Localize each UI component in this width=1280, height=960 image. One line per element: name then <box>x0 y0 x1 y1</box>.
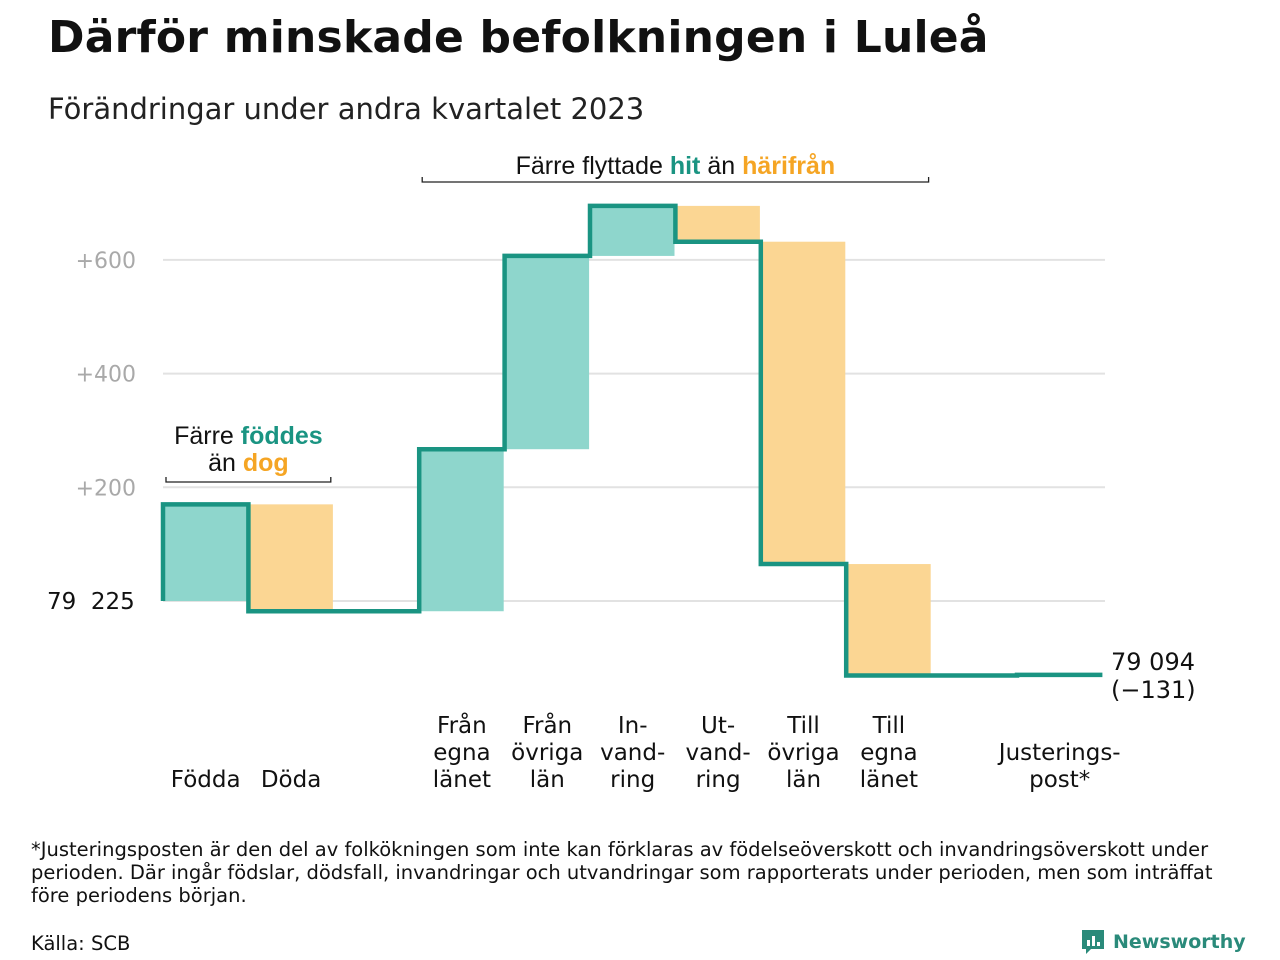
annotation-segment: Färre <box>174 422 241 450</box>
annotation-segment: än <box>208 449 243 477</box>
annotation-text: Färre föddes <box>174 422 323 450</box>
annotation-segment: hit <box>670 152 701 180</box>
category-label: vand- <box>600 740 665 766</box>
y-tick-label: +400 <box>76 363 136 388</box>
annotation-segment: dog <box>243 449 289 477</box>
decrease-bar <box>761 241 846 565</box>
annotation-text: Färre flyttade hit än härifrån <box>516 152 836 180</box>
category-labels: Födda DödaFrånegnalänetFrånövrigalänIn-va… <box>171 648 1196 793</box>
chart-subtitle: Förändringar under andra kvartalet 2023 <box>48 92 645 126</box>
y-axis-ticks: +200 +400 +600 79 225 <box>47 249 136 615</box>
annotation-segment: än <box>700 152 742 180</box>
y-tick-label: +200 <box>76 476 136 501</box>
chart-title: Därför minskade befolkningen i Luleå <box>48 12 989 63</box>
category-label: länet <box>433 767 491 793</box>
category-label: Till <box>786 713 820 739</box>
category-label: Ut- <box>701 713 735 739</box>
category-label: län <box>786 767 821 793</box>
annotation-segment: härifrån <box>742 152 835 180</box>
category-label: län <box>530 767 565 793</box>
annotation-segment: Färre flyttade <box>516 152 670 180</box>
category-label: egna <box>860 740 917 766</box>
end-value-label: 79 094 <box>1111 648 1195 676</box>
category-label: länet <box>860 767 918 793</box>
category-label: vand- <box>686 740 751 766</box>
running-total-line <box>160 203 1103 678</box>
category-label: egna <box>433 740 490 766</box>
decrease-bar <box>248 504 333 612</box>
source-note: Källa: SCB <box>31 932 131 955</box>
increase-bar <box>163 504 248 601</box>
running-total-path <box>160 203 1103 678</box>
start-value-label: 79 225 <box>47 589 135 615</box>
brand-name: Newsworthy <box>1113 931 1246 953</box>
category-label: Till <box>872 713 906 739</box>
increase-bar <box>419 449 504 612</box>
annotation-segment: föddes <box>241 422 323 450</box>
annotation-bracket <box>421 177 930 183</box>
y-tick-label: +600 <box>76 249 136 274</box>
end-value-label: (−131) <box>1111 676 1196 704</box>
decrease-bar <box>846 564 931 676</box>
newsworthy-logo-icon <box>1082 930 1104 954</box>
category-label: ring <box>696 767 741 793</box>
category-label: övriga <box>511 740 583 766</box>
category-label: post* <box>1029 767 1090 793</box>
category-label: Från <box>437 711 487 739</box>
bars <box>163 205 931 676</box>
category-label: Justerings- <box>997 740 1121 766</box>
increase-bar <box>590 205 675 256</box>
category-label: övriga <box>767 740 839 766</box>
category-label: ring <box>610 767 655 793</box>
annotation-text: än dog <box>208 449 289 477</box>
increase-bar <box>505 255 590 450</box>
category-label: Från <box>522 711 572 739</box>
footnote: *Justeringsposten är den del av folkökni… <box>31 838 1213 907</box>
brand-logo: Newsworthy <box>1080 928 1246 956</box>
category-label: Födda <box>171 767 241 793</box>
category-label: Döda <box>261 767 321 793</box>
decrease-bar <box>675 205 760 242</box>
category-label: In- <box>618 713 648 739</box>
annotation-bracket <box>165 477 332 483</box>
